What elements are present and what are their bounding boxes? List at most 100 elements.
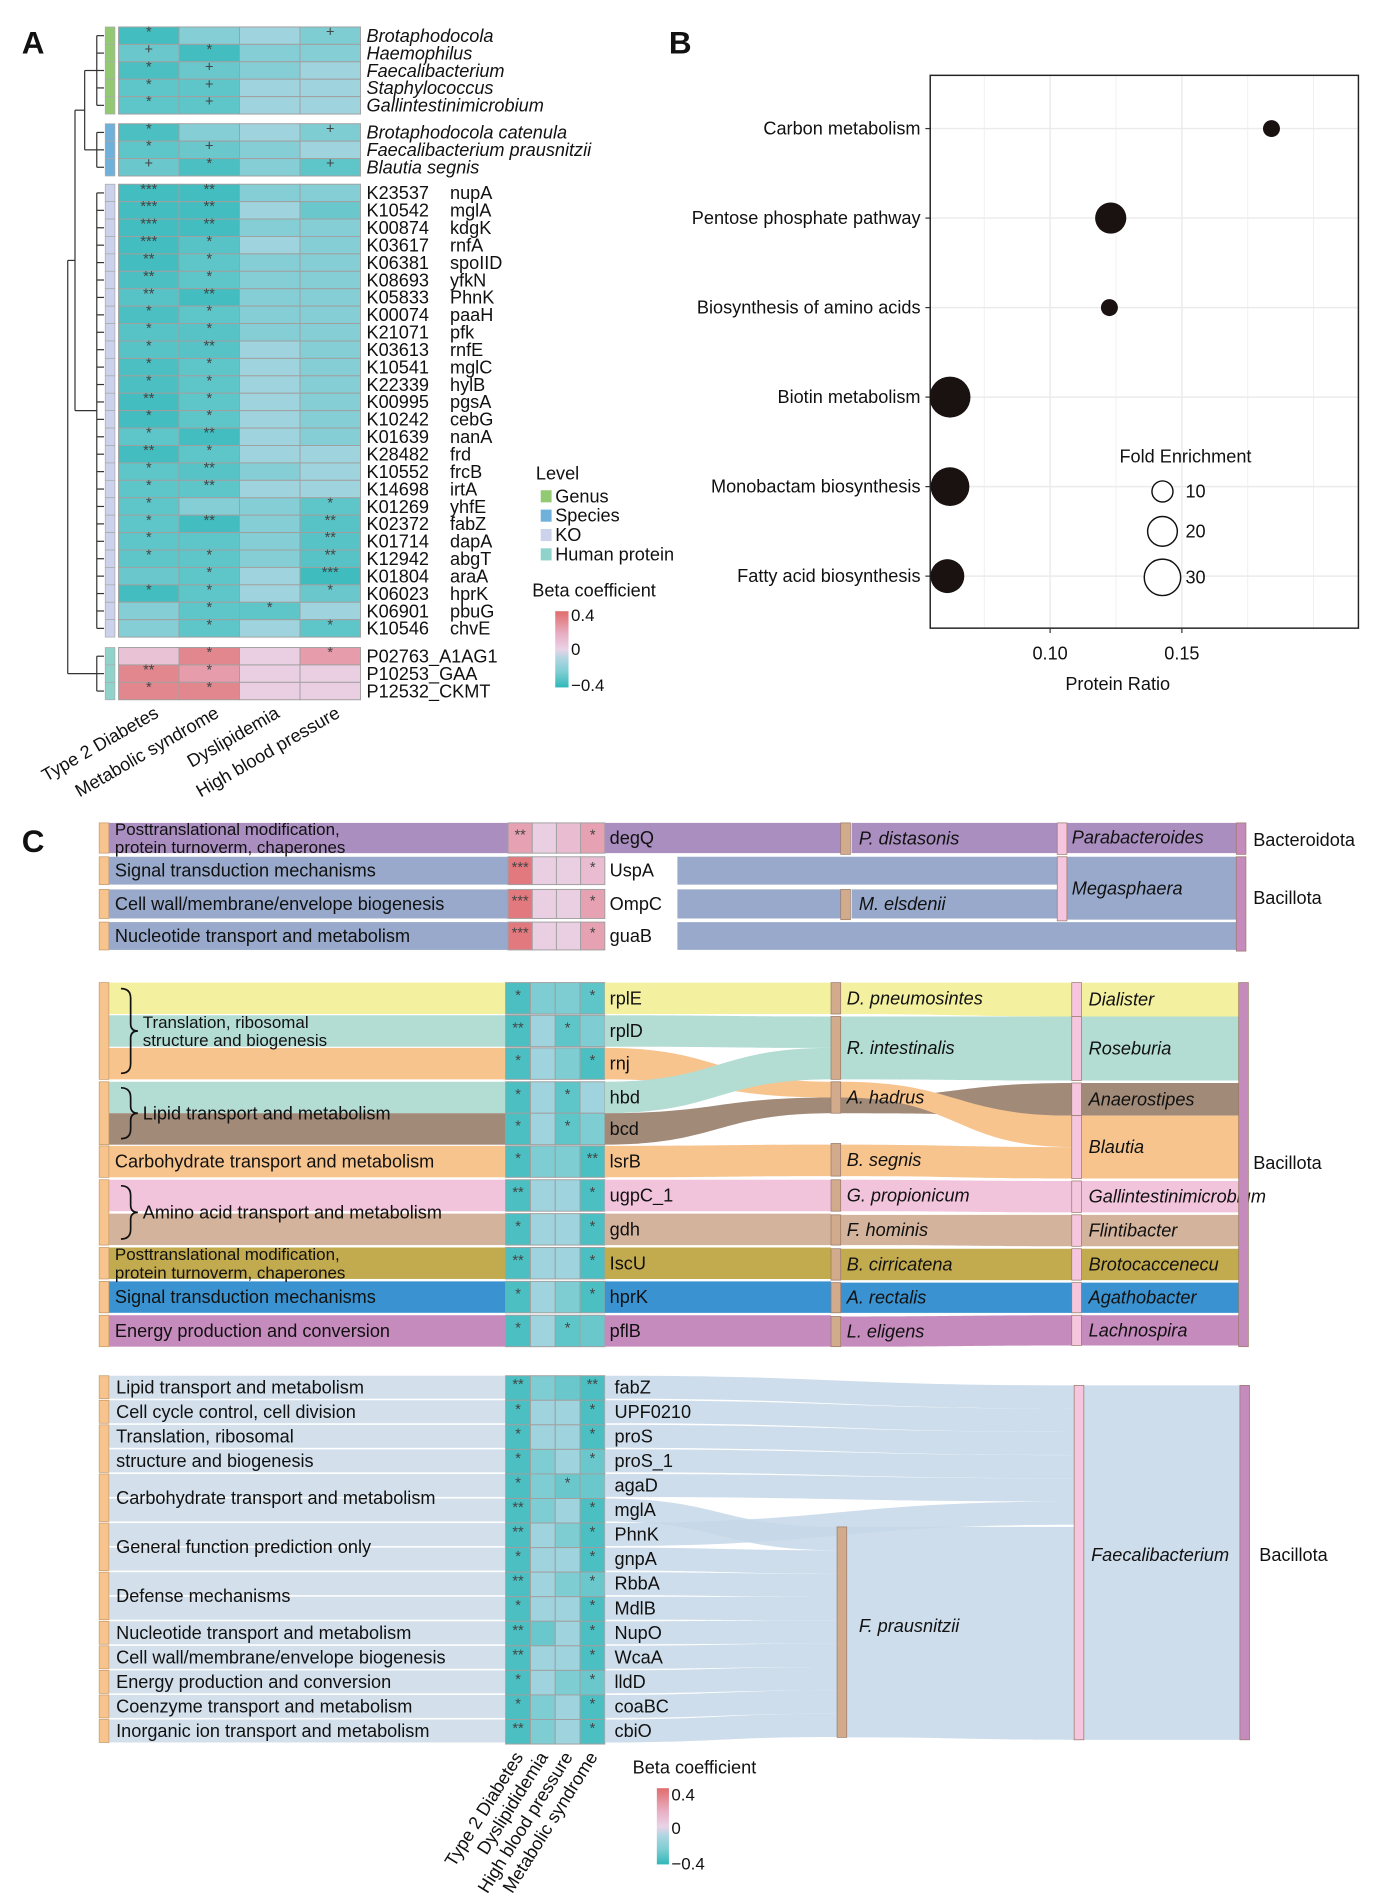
heatmap-cell [554, 1145, 581, 1178]
heatmap-cell [554, 1213, 581, 1246]
significance-mark: * [515, 1151, 521, 1167]
heatmap-cell [299, 323, 361, 342]
significance-mark: * [146, 321, 152, 337]
phylum-label: Bacteroidota [1253, 830, 1356, 850]
significance-mark: * [590, 1287, 596, 1303]
significance-mark: * [515, 1219, 521, 1235]
heatmap-cell [505, 1280, 531, 1314]
gene-label: bcd [610, 1119, 639, 1139]
flow-band [840, 1214, 1072, 1247]
significance-mark: * [590, 1219, 596, 1235]
heatmap-cell [579, 1145, 606, 1178]
heatmap-cell [579, 1719, 606, 1745]
category-label: Amino acid transport and metabolism [143, 1202, 442, 1222]
flow-band [1083, 1385, 1240, 1740]
row-label: K01639 [367, 427, 430, 447]
flow-band [604, 1047, 832, 1114]
significance-mark: * [146, 548, 152, 564]
significance-mark: + [145, 42, 153, 58]
flow-band [604, 1400, 1075, 1432]
significance-mark: * [206, 680, 212, 696]
row-label: K06023 [367, 584, 430, 604]
gene-label: RbbA [615, 1574, 661, 1594]
heatmap-cell [554, 1719, 581, 1745]
panel-a-heatmap: * + Brotaphodocola+ * Haemophilus* + Faecaliba… [38, 25, 674, 801]
category-strip [98, 1473, 110, 1522]
category-label: Lipid transport and metabolism [116, 1377, 364, 1397]
significance-mark: ** [204, 182, 216, 198]
row-label: K28482 [367, 444, 430, 464]
category-band [108, 1081, 506, 1114]
heatmap-cell [579, 1280, 606, 1314]
genus-node [1071, 1082, 1082, 1117]
heatmap-cell [505, 1424, 531, 1450]
heatmap-cell [239, 201, 301, 220]
significance-mark: * [565, 1119, 571, 1135]
significance-mark: ** [204, 460, 216, 476]
row-label: Haemophilus [367, 43, 473, 63]
level-strip [104, 123, 116, 142]
significance-mark: + [205, 77, 213, 93]
species-label: L. eligens [847, 1322, 925, 1342]
significance-mark: * [590, 1672, 596, 1688]
level-strip [104, 462, 116, 481]
heatmap-cell [239, 288, 301, 307]
flow-band [604, 1547, 838, 1574]
heatmap-cell [529, 1247, 556, 1280]
legend-size-label: 20 [1185, 521, 1205, 541]
flow-band [604, 1596, 838, 1621]
significance-mark: * [590, 1053, 596, 1069]
heatmap-cell [299, 392, 361, 412]
category-band [108, 982, 506, 1015]
category-label: Defense mechanisms [116, 1586, 290, 1606]
category-band [108, 1596, 506, 1620]
significance-mark: * [515, 1696, 521, 1712]
heatmap-cell [239, 340, 301, 359]
data-point [929, 376, 971, 418]
significance-mark: *** [140, 234, 157, 250]
category-band [108, 1213, 506, 1246]
heatmap-cell [239, 270, 301, 290]
gene-label: pbuG [450, 601, 494, 621]
significance-mark: ** [143, 663, 155, 679]
row-label: K10541 [367, 357, 430, 377]
significance-mark: * [146, 460, 152, 476]
genus-node [1071, 1214, 1082, 1247]
gene-label: guaB [610, 926, 652, 946]
level-strip [104, 358, 116, 377]
genus-label: Megasphaera [1072, 878, 1183, 898]
significance-mark: * [515, 1426, 521, 1442]
gene-label: rplE [610, 988, 642, 1008]
flow-band [840, 1282, 1072, 1313]
flow-band [851, 822, 1058, 854]
row-label: K23537 [367, 183, 430, 203]
heatmap-cell [554, 1247, 581, 1280]
category-strip [98, 1314, 110, 1348]
heatmap-cell [580, 856, 606, 886]
category-band [108, 1247, 506, 1279]
gene-label: yhfE [450, 497, 486, 517]
gene-label: MdlB [615, 1598, 656, 1618]
level-strip [104, 323, 116, 342]
heatmap-cell [554, 1179, 581, 1212]
significance-mark: * [590, 925, 596, 941]
heatmap-cell [239, 647, 301, 666]
legend-title: Fold Enrichment [1119, 446, 1251, 466]
category-label: Lipid transport and metabolism [143, 1103, 391, 1123]
significance-mark: ** [515, 828, 527, 844]
beta-colorbar [555, 611, 569, 688]
level-strip [104, 61, 116, 80]
category-strip [98, 921, 110, 951]
species-node [840, 822, 851, 855]
heatmap-cell [579, 1081, 606, 1114]
heatmap-cell [554, 1522, 581, 1549]
heatmap-cell [579, 1014, 606, 1048]
significance-mark: ** [512, 1623, 524, 1639]
gene-label: fabZ [615, 1377, 651, 1397]
data-point [1095, 202, 1127, 234]
level-strip [104, 26, 116, 45]
flow-band [604, 1315, 832, 1347]
category-strip [98, 1145, 110, 1178]
gene-label: coaBC [615, 1696, 669, 1716]
heatmap-cell [239, 96, 301, 115]
